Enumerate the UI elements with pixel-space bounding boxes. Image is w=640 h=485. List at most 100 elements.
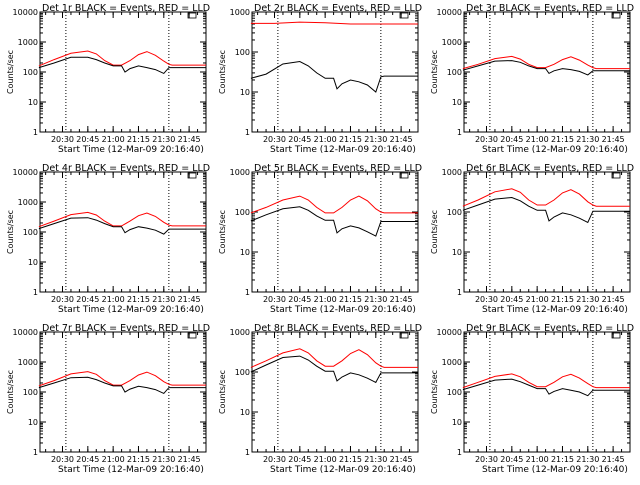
plot-frame <box>39 331 207 453</box>
y-tick-label: 10000 <box>13 8 38 17</box>
y-tick-label: 1 <box>245 288 250 297</box>
y-tick-label: 10 <box>452 248 462 257</box>
series-events-line <box>250 355 418 384</box>
x-tick-label: 21:30 <box>364 455 387 464</box>
y-tick-label: 10 <box>452 418 462 427</box>
y-axis-label: Counts/sec <box>430 50 439 94</box>
y-tick-label: 1000 <box>230 168 250 177</box>
y-tick-label: 1 <box>33 448 38 457</box>
panel-title: Det 9r BLACK = Events, RED = LLD <box>466 323 634 334</box>
panel-title: Det 1r BLACK = Events, RED = LLD <box>42 3 210 14</box>
x-axis-label: Start Time (12-Mar-09 20:16:40) <box>482 305 628 315</box>
x-tick-label: 21:00 <box>314 455 337 464</box>
y-axis-label: Counts/sec <box>6 210 15 254</box>
y-tick-label: 10 <box>452 98 462 107</box>
x-tick-label: 21:30 <box>152 295 175 304</box>
plot-frame <box>39 171 207 293</box>
series-lld-line <box>38 211 206 228</box>
y-axis-label: Counts/sec <box>218 210 227 254</box>
x-tick-label: 20:30 <box>51 295 74 304</box>
series-events-line <box>462 196 630 224</box>
series-events-line <box>250 206 418 237</box>
y-tick-label: 10 <box>240 88 250 97</box>
x-tick-label: 21:30 <box>364 135 387 144</box>
plot-frame <box>463 171 631 293</box>
x-tick-label: 20:30 <box>263 295 286 304</box>
series-lld-line <box>38 371 206 387</box>
x-tick-label: 21:45 <box>602 295 625 304</box>
x-tick-label: 20:30 <box>263 455 286 464</box>
series-events-line <box>38 56 206 75</box>
x-tick-label: 21:15 <box>127 135 150 144</box>
x-tick-label: 21:45 <box>178 135 201 144</box>
panel-det-4: Det 4r BLACK = Events, RED = LLD 1 10 100 10… <box>6 163 210 315</box>
panel-det-1: Det 1r BLACK = Events, RED = LLD 1 10 100 10… <box>6 3 210 155</box>
panel-title: Det 3r BLACK = Events, RED = LLD <box>466 3 634 14</box>
x-tick-label: 21:15 <box>339 455 362 464</box>
series-lld-line <box>38 50 206 67</box>
y-axis-label: Counts/sec <box>430 370 439 414</box>
y-tick-label: 1 <box>457 128 462 137</box>
y-tick-label: 10000 <box>13 168 38 177</box>
y-tick-label: 1 <box>33 288 38 297</box>
y-tick-label: 10 <box>240 408 250 417</box>
y-tick-label: 1000 <box>18 358 38 367</box>
y-tick-label: 1000 <box>442 38 462 47</box>
x-tick-label: 20:45 <box>288 455 311 464</box>
x-axis-label: Start Time (12-Mar-09 20:16:40) <box>58 305 204 315</box>
y-tick-label: 100 <box>23 388 38 397</box>
legend-box <box>187 172 197 179</box>
panel-title: Det 2r BLACK = Events, RED = LLD <box>254 3 422 14</box>
y-tick-label: 1 <box>457 288 462 297</box>
series-events-line <box>462 378 630 397</box>
panel-det-2: Det 2r BLACK = Events, RED = LLD 1 10 100 10… <box>218 3 422 155</box>
x-tick-label: 20:45 <box>500 135 523 144</box>
y-tick-label: 10 <box>28 418 38 427</box>
y-axis-label: Counts/sec <box>6 370 15 414</box>
y-tick-label: 10 <box>28 258 38 267</box>
panel-det-9: Det 9r BLACK = Events, RED = LLD 1 10 100 10… <box>430 323 634 475</box>
series-lld-line <box>250 21 418 25</box>
plot-frame <box>463 11 631 133</box>
series-events-line <box>38 217 206 235</box>
series-lld-line <box>462 55 630 70</box>
x-tick-label: 21:30 <box>576 135 599 144</box>
x-tick-label: 21:15 <box>551 135 574 144</box>
x-tick-label: 21:00 <box>102 455 125 464</box>
x-tick-label: 21:45 <box>390 135 413 144</box>
x-tick-label: 20:30 <box>51 455 74 464</box>
panel-det-6: Det 6r BLACK = Events, RED = LLD 1 10 100 10… <box>430 163 634 315</box>
x-tick-label: 21:00 <box>314 135 337 144</box>
x-axis-label: Start Time (12-Mar-09 20:16:40) <box>270 465 416 475</box>
series-lld-line <box>250 348 418 368</box>
x-tick-label: 20:30 <box>475 135 498 144</box>
x-tick-label: 20:45 <box>76 295 99 304</box>
y-tick-label: 100 <box>447 68 462 77</box>
legend-box <box>187 12 197 19</box>
y-tick-label: 100 <box>235 48 250 57</box>
y-tick-label: 100 <box>235 368 250 377</box>
x-axis-label: Start Time (12-Mar-09 20:16:40) <box>482 465 628 475</box>
series-lld-line <box>462 373 630 389</box>
x-tick-label: 20:30 <box>475 455 498 464</box>
y-tick-label: 1000 <box>442 358 462 367</box>
x-tick-label: 21:45 <box>602 455 625 464</box>
panel-det-8: Det 8r BLACK = Events, RED = LLD 1 10 100 10… <box>218 323 422 475</box>
y-axis-label: Counts/sec <box>218 50 227 94</box>
y-tick-label: 100 <box>447 388 462 397</box>
x-tick-label: 20:30 <box>263 135 286 144</box>
legend-box <box>399 332 409 339</box>
plot-frame <box>251 171 419 293</box>
y-axis-label: Counts/sec <box>430 210 439 254</box>
plot-frame <box>463 331 631 453</box>
legend-box <box>611 12 621 19</box>
x-tick-label: 20:45 <box>500 455 523 464</box>
x-axis-label: Start Time (12-Mar-09 20:16:40) <box>482 145 628 155</box>
x-tick-label: 21:15 <box>339 135 362 144</box>
x-tick-label: 21:15 <box>339 295 362 304</box>
x-tick-label: 20:45 <box>76 135 99 144</box>
x-tick-label: 21:45 <box>178 455 201 464</box>
y-tick-label: 10 <box>240 248 250 257</box>
